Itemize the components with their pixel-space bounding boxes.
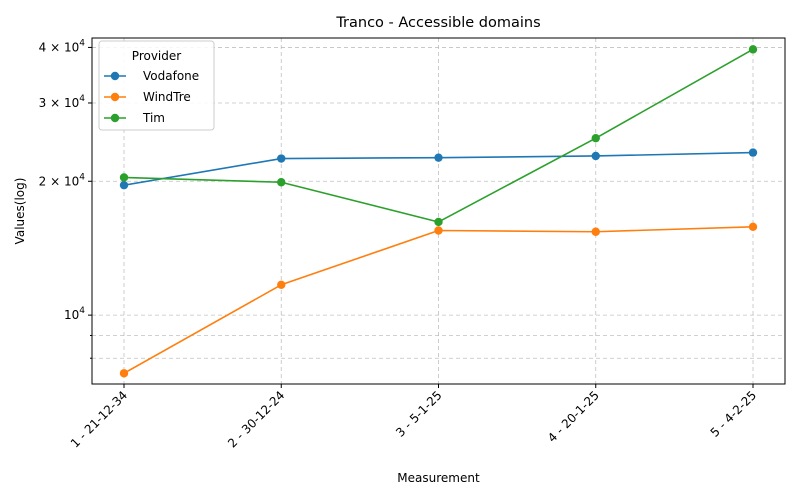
data-point	[748, 45, 758, 54]
data-point	[277, 154, 286, 163]
legend-box	[98, 40, 215, 131]
data-point	[434, 153, 443, 162]
data-point	[277, 178, 286, 187]
legend-label: Vodafone	[143, 69, 199, 83]
data-point	[591, 133, 600, 143]
x-tick-label: 4 - 20-1-25	[545, 388, 602, 445]
x-axis-ticks: 1 - 21-12-34 2 - 30-12-24 3 - 5-1-25 4 - 20…	[68, 384, 759, 450]
legend-label: WindTre	[143, 90, 191, 104]
data-point	[119, 180, 129, 190]
y-axis-ticks: 104 2 × 104 3 × 104 4 × 104	[39, 38, 92, 359]
legend-marker	[110, 71, 120, 81]
legend-marker	[110, 113, 120, 123]
x-tick-label: 1 - 21-12-34	[68, 388, 130, 450]
series-layer	[119, 45, 758, 378]
data-point	[119, 369, 129, 378]
x-tick-label: 5 - 4-2-25	[708, 388, 759, 439]
y-tick-label: 104	[64, 306, 85, 322]
data-point	[591, 151, 600, 161]
y-axis-label: Values(log)	[13, 178, 27, 245]
data-point	[434, 217, 443, 227]
legend-label: Tim	[142, 111, 165, 125]
data-point	[748, 148, 758, 157]
x-tick-label: 3 - 5-1-25	[393, 388, 444, 439]
x-tick-label: 2 - 30-12-24	[225, 388, 287, 450]
y-tick-label: 3 × 104	[39, 94, 86, 110]
legend: Provider Vodafone WindTre Tim	[98, 40, 215, 131]
y-tick-label: 4 × 104	[39, 38, 86, 54]
chart-title: Tranco - Accessible domains	[335, 15, 540, 31]
data-point	[434, 226, 443, 235]
data-point	[277, 280, 286, 290]
y-tick-label: 2 × 104	[39, 172, 86, 188]
data-point	[119, 173, 129, 182]
legend-title: Provider	[132, 49, 181, 63]
data-point	[591, 227, 600, 236]
x-axis-label: Measurement	[397, 471, 480, 485]
data-point	[748, 222, 758, 231]
legend-marker	[110, 92, 120, 102]
